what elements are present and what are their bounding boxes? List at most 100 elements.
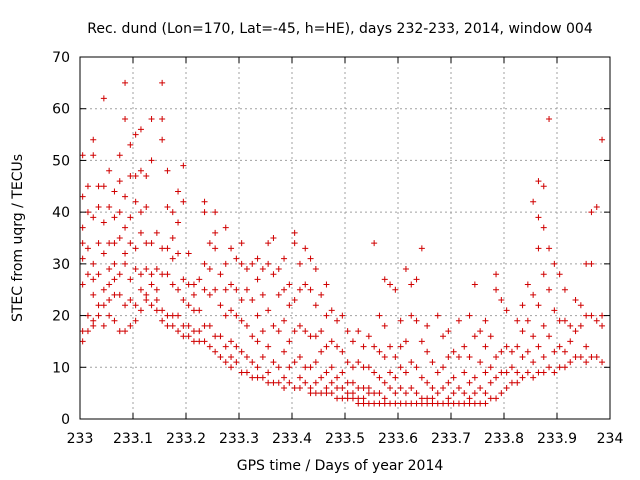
data-point — [243, 353, 250, 360]
data-point — [424, 400, 431, 407]
data-point — [434, 390, 441, 397]
data-point — [233, 286, 240, 293]
y-axis-label: STEC from uqrg / TECUs — [10, 154, 26, 322]
data-point — [137, 167, 144, 174]
data-point — [259, 353, 266, 360]
data-point — [418, 338, 425, 345]
data-point — [599, 359, 606, 366]
data-point — [434, 369, 441, 376]
data-point — [148, 240, 155, 247]
data-point — [302, 245, 309, 252]
data-point — [90, 136, 97, 143]
data-point — [238, 260, 245, 267]
data-point — [402, 338, 409, 345]
data-point — [328, 379, 335, 386]
data-point — [127, 240, 134, 247]
data-point — [190, 307, 197, 314]
data-point — [387, 281, 394, 288]
data-point — [275, 291, 282, 298]
x-tick-label: 233.4 — [272, 431, 312, 447]
data-point — [524, 317, 531, 324]
data-point — [318, 374, 325, 381]
data-point — [487, 333, 494, 340]
data-point — [132, 317, 139, 324]
data-point — [106, 203, 113, 210]
data-point — [249, 333, 256, 340]
data-point — [530, 374, 537, 381]
data-point — [249, 260, 256, 267]
data-point — [381, 395, 388, 402]
data-point — [540, 183, 547, 190]
data-point — [212, 209, 219, 216]
data-point — [334, 343, 341, 350]
data-point — [196, 338, 203, 345]
data-point — [164, 245, 171, 252]
data-point — [397, 364, 404, 371]
data-point — [593, 353, 600, 360]
x-tick-label: 233.2 — [166, 431, 206, 447]
data-point — [249, 297, 256, 304]
data-point — [365, 364, 372, 371]
data-point — [360, 343, 367, 350]
data-point — [471, 333, 478, 340]
data-point — [397, 343, 404, 350]
data-point — [514, 317, 521, 324]
data-point — [254, 276, 261, 283]
data-point — [296, 353, 303, 360]
data-point — [127, 276, 134, 283]
data-point — [556, 343, 563, 350]
data-point — [387, 400, 394, 407]
data-point — [185, 333, 192, 340]
data-point — [143, 203, 150, 210]
data-point — [371, 343, 378, 350]
data-point — [524, 348, 531, 355]
data-point — [95, 240, 102, 247]
data-point — [466, 395, 473, 402]
data-point — [164, 167, 171, 174]
data-point — [450, 390, 457, 397]
data-point — [334, 317, 341, 324]
data-point — [349, 395, 356, 402]
data-point — [137, 307, 144, 314]
data-point — [228, 338, 235, 345]
data-point — [413, 390, 420, 397]
data-point — [132, 198, 139, 205]
data-point — [291, 240, 298, 247]
data-point — [164, 271, 171, 278]
data-point — [482, 343, 489, 350]
data-point — [376, 374, 383, 381]
data-point — [418, 245, 425, 252]
data-point — [355, 328, 362, 335]
data-point — [493, 374, 500, 381]
data-point — [296, 384, 303, 391]
data-point — [540, 271, 547, 278]
data-point — [588, 353, 595, 360]
data-point — [111, 291, 118, 298]
data-point — [270, 322, 277, 329]
data-point — [445, 395, 452, 402]
y-tick-label: 30 — [52, 257, 70, 273]
data-point — [546, 286, 553, 293]
data-point — [519, 302, 526, 309]
data-point — [546, 245, 553, 252]
data-point — [334, 395, 341, 402]
data-point — [159, 79, 166, 86]
data-point — [84, 328, 91, 335]
data-point — [477, 384, 484, 391]
data-point — [535, 178, 542, 185]
data-point — [259, 266, 266, 273]
data-point — [190, 338, 197, 345]
data-point — [487, 379, 494, 386]
data-point — [318, 291, 325, 298]
data-point — [392, 374, 399, 381]
data-point — [238, 317, 245, 324]
data-point — [312, 333, 319, 340]
data-point — [381, 353, 388, 360]
data-point — [540, 224, 547, 231]
data-point — [153, 297, 160, 304]
data-point — [312, 390, 319, 397]
data-point — [318, 328, 325, 335]
data-point — [450, 348, 457, 355]
data-point — [79, 328, 86, 335]
